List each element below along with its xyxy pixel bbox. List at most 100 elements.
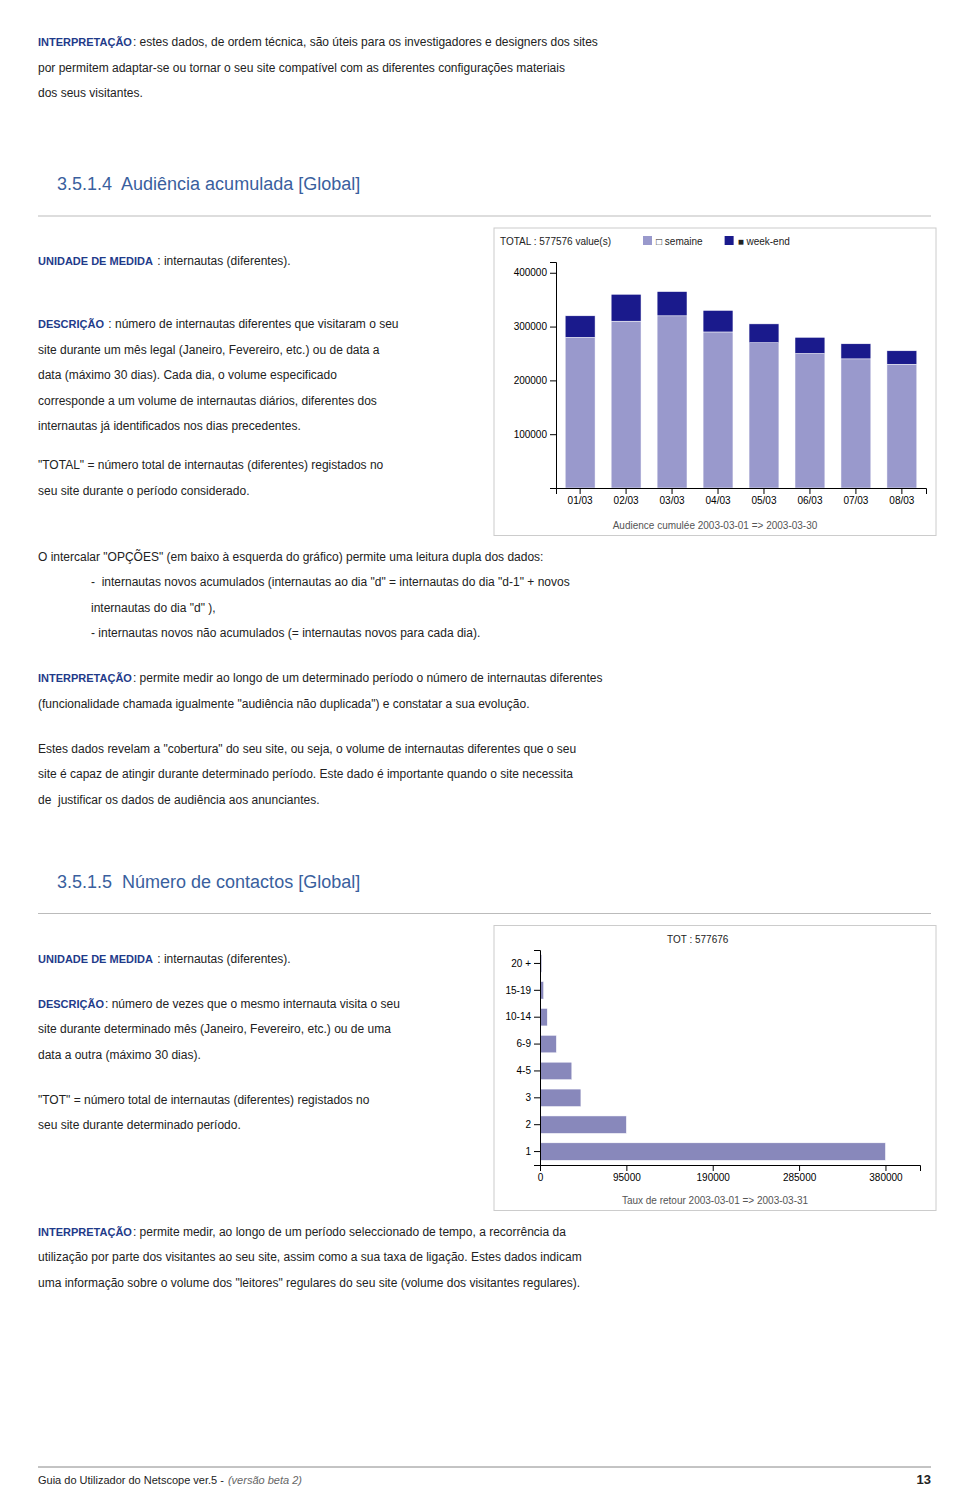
tick: 200000 — [514, 375, 556, 386]
tick-label: 100000 — [514, 429, 548, 440]
tick-label: 4-5 — [517, 1065, 532, 1076]
annotation: uma informação sobre o volume dos "leito… — [38, 1276, 580, 1290]
tick-label: 190000 — [697, 1172, 731, 1183]
tick-label: 07/03 — [843, 495, 868, 506]
bar — [703, 332, 733, 488]
annotation: site durante determinado mês (Janeiro, F… — [38, 1022, 391, 1036]
tick: 300000 — [514, 321, 556, 332]
y-axis: 1234-56-910-1415-1920 + — [505, 951, 540, 1166]
annotation: "TOTAL" = número total de internautas (d… — [38, 458, 384, 472]
bar — [841, 344, 871, 359]
annotation: seu site durante determinado período. — [38, 1118, 241, 1132]
field-label: INTERPRETAÇÃO — [38, 1226, 132, 1238]
bar — [565, 337, 595, 488]
bar — [703, 310, 733, 332]
tick-label: 200000 — [514, 375, 548, 386]
tick: 380000 — [869, 1165, 903, 1183]
tick-mark — [534, 963, 540, 964]
bar — [540, 1089, 581, 1106]
tick-label: 400000 — [514, 267, 548, 278]
tick-mark — [626, 1165, 627, 1171]
tick-mark — [626, 488, 627, 494]
tick: 4-5 — [517, 1065, 540, 1076]
y-axis: 100000 200000 300000 400000 — [514, 263, 557, 489]
tick-mark — [718, 488, 719, 494]
annotation: - internautas novos não acumulados (= in… — [91, 626, 480, 640]
chart-frame — [494, 926, 936, 1211]
subtitle: TOTAL : 577576 value(s) — [500, 236, 611, 247]
tick-mark — [799, 1165, 800, 1171]
tick: 04/03 — [706, 488, 731, 506]
field-label: INTERPRETAÇÃO — [38, 36, 132, 48]
field-label: DESCRIÇÃO — [38, 998, 104, 1010]
tick: 1 — [525, 1146, 540, 1157]
tick-mark — [534, 990, 540, 991]
tick-mark — [713, 1165, 714, 1171]
tick-mark — [534, 1124, 540, 1125]
tick-label: 1 — [525, 1146, 531, 1157]
tick: 20 + — [511, 958, 540, 969]
axis-line — [557, 489, 927, 495]
legend-swatch — [725, 236, 734, 245]
tick: 3 — [525, 1092, 540, 1103]
footer: (versão beta 2) — [225, 1474, 302, 1486]
annotation: internautas do dia "d" ), — [91, 601, 216, 615]
title: 3.5.1.5 Número de contactos [Global] — [57, 872, 360, 892]
bar — [611, 294, 641, 321]
tick-label: 285000 — [783, 1172, 817, 1183]
annotation: : internautas (diferentes). — [154, 254, 291, 268]
annotation: : permite medir ao longo de um determina… — [133, 671, 603, 685]
bar — [540, 1116, 626, 1133]
annotation: : internautas (diferentes). — [154, 952, 291, 966]
tick-label: 6-9 — [517, 1038, 532, 1049]
bar — [795, 337, 825, 353]
tick-mark — [534, 1044, 540, 1045]
tick-label: 02/03 — [614, 495, 639, 506]
annotation: : número de vezes que o mesmo internauta… — [105, 997, 400, 1011]
legend-entry: □ semaine — [656, 236, 703, 247]
tick-label: 08/03 — [889, 495, 914, 506]
annotation: data (máximo 30 dias). Cada dia, o volum… — [38, 368, 337, 382]
tick: 06/03 — [797, 488, 822, 506]
tick-mark — [534, 1097, 540, 1098]
bar — [749, 324, 779, 343]
field-label: DESCRIÇÃO — [38, 318, 104, 330]
tick-label: 3 — [525, 1092, 531, 1103]
bar — [540, 1008, 547, 1025]
tick-label: 300000 — [514, 321, 548, 332]
subtitle: TOT : 577676 — [667, 934, 729, 945]
tick: 05/03 — [751, 488, 776, 506]
tick-mark — [809, 488, 810, 494]
chart-frame — [494, 228, 936, 536]
annotation: : estes dados, de ordem técnica, são úte… — [133, 35, 598, 49]
annotation: (funcionalidade chamada igualmente "audi… — [38, 697, 530, 711]
tick-label: 2 — [525, 1119, 531, 1130]
bar — [887, 351, 917, 364]
tick-label: 380000 — [869, 1172, 903, 1183]
tick-label: 03/03 — [660, 495, 685, 506]
title: 3.5.1.4 Audiência acumulada [Global] — [57, 174, 360, 194]
tick-mark — [550, 380, 556, 381]
tick: 03/03 — [660, 488, 685, 506]
annotation: de justificar os dados de audiência aos … — [38, 793, 320, 807]
tick: 02/03 — [614, 488, 639, 506]
rule — [38, 1467, 931, 1468]
bar — [657, 292, 687, 316]
tick-mark — [534, 1017, 540, 1018]
tick: 6-9 — [517, 1038, 540, 1049]
bar — [795, 353, 825, 488]
tick-label: 15-19 — [505, 985, 531, 996]
rule — [38, 913, 931, 914]
axis-line — [541, 1166, 921, 1172]
bar — [657, 316, 687, 488]
tick: 190000 — [697, 1165, 731, 1183]
tick-label: 04/03 — [706, 495, 731, 506]
annotation: : número de internautas diferentes que v… — [105, 317, 399, 331]
tick: 285000 — [783, 1165, 817, 1183]
annotation: por permitem adaptar-se ou tornar o seu … — [38, 61, 565, 75]
tick: 400000 — [514, 267, 556, 278]
x-axis-label: Audience cumulée 2003-03-01 => 2003-03-3… — [613, 520, 818, 531]
x-axis: 095000190000285000380000 — [538, 1165, 921, 1183]
legend-swatch — [643, 236, 652, 245]
tick-mark — [550, 434, 556, 435]
